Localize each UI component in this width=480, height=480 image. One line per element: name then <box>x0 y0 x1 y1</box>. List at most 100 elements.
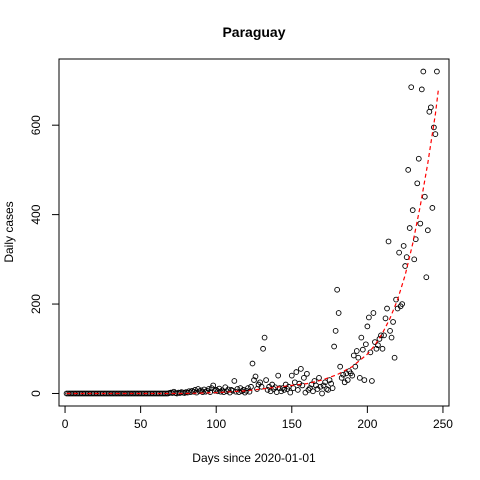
data-point <box>281 387 288 393</box>
y-tick-label: 200 <box>29 294 43 314</box>
y-tick-label: 400 <box>29 204 43 224</box>
data-point <box>252 373 259 380</box>
x-tick-label: 150 <box>282 417 302 431</box>
data-point <box>429 205 436 211</box>
data-point <box>405 167 412 173</box>
data-point <box>400 243 407 249</box>
data-point <box>399 301 405 307</box>
data-point <box>428 104 434 111</box>
fit-line-group <box>66 89 439 395</box>
data-point <box>434 68 440 75</box>
data-point <box>237 385 244 391</box>
y-tick-label: 0 <box>29 390 43 397</box>
data-point <box>396 249 402 256</box>
data-point <box>335 310 342 316</box>
data-point <box>408 84 415 91</box>
data-point <box>387 328 393 334</box>
data-point <box>409 207 416 213</box>
data-point <box>385 238 392 245</box>
x-tick-label: 50 <box>134 417 148 431</box>
data-point <box>293 369 300 375</box>
data-point <box>319 390 325 397</box>
data-point <box>245 385 251 391</box>
data-point <box>353 348 360 354</box>
data-point <box>363 341 369 348</box>
data-point <box>329 385 336 391</box>
data-point <box>249 360 256 367</box>
data-point <box>270 386 277 392</box>
chart-title: Paraguay <box>222 24 285 40</box>
data-point <box>414 180 421 187</box>
x-tick-label: 100 <box>206 417 226 431</box>
data-point <box>320 382 327 389</box>
data-point <box>359 346 366 353</box>
data-point <box>418 86 425 93</box>
data-point <box>415 155 422 162</box>
data-point <box>378 332 384 339</box>
data-point <box>406 225 413 231</box>
data-point <box>261 334 268 341</box>
data-point <box>361 377 368 383</box>
data-point <box>260 345 266 352</box>
data-point <box>432 131 439 137</box>
data-point <box>367 349 374 356</box>
data-point <box>251 377 257 383</box>
data-point <box>326 377 333 383</box>
data-point <box>369 378 375 384</box>
data-point <box>246 388 253 395</box>
data-point <box>344 377 351 383</box>
data-point <box>278 388 285 395</box>
data-point <box>417 220 424 227</box>
data-point <box>331 343 337 350</box>
data-point <box>388 334 395 341</box>
data-point <box>248 383 254 390</box>
data-point <box>349 372 356 379</box>
data-point <box>317 383 324 390</box>
y-tick-label: 600 <box>29 115 43 135</box>
data-point <box>373 345 380 352</box>
data-point <box>411 256 418 263</box>
data-point <box>299 382 306 389</box>
data-point <box>358 334 365 341</box>
data-point <box>190 388 197 395</box>
data-point <box>296 380 303 387</box>
data-point <box>304 370 310 377</box>
x-axis-label: Days since 2020-01-01 <box>192 451 316 465</box>
data-point <box>332 328 339 334</box>
data-point <box>275 372 282 379</box>
data-point <box>355 354 362 361</box>
data-point <box>288 372 295 379</box>
data-point <box>263 377 269 383</box>
fit-line <box>66 89 439 395</box>
data-point <box>307 385 313 391</box>
x-tick-label: 200 <box>357 417 377 431</box>
x-axis: 0 50 100 150 200 250 <box>62 405 453 431</box>
data-point <box>193 389 200 396</box>
data-point <box>384 305 390 312</box>
data-point <box>391 354 398 361</box>
data-point <box>231 378 238 384</box>
data-point <box>298 366 304 372</box>
data-point <box>390 319 396 325</box>
data-point <box>375 342 381 349</box>
data-point <box>393 296 399 303</box>
data-point <box>338 374 345 381</box>
data-point <box>379 345 386 352</box>
data-point <box>364 323 371 330</box>
data-point <box>264 387 271 393</box>
data-point <box>294 387 301 393</box>
y-axis-label: Daily cases <box>2 201 16 262</box>
data-point <box>287 389 294 396</box>
data-point <box>366 314 372 321</box>
data-point <box>356 374 363 381</box>
data-point <box>420 68 427 75</box>
data-point <box>424 227 431 234</box>
data-point <box>370 310 377 316</box>
data-point <box>310 388 316 395</box>
data-point <box>337 363 344 370</box>
data-point <box>205 386 212 392</box>
data-point <box>216 385 223 392</box>
y-axis: 0 200 400 600 <box>29 115 60 397</box>
data-point <box>187 389 194 395</box>
